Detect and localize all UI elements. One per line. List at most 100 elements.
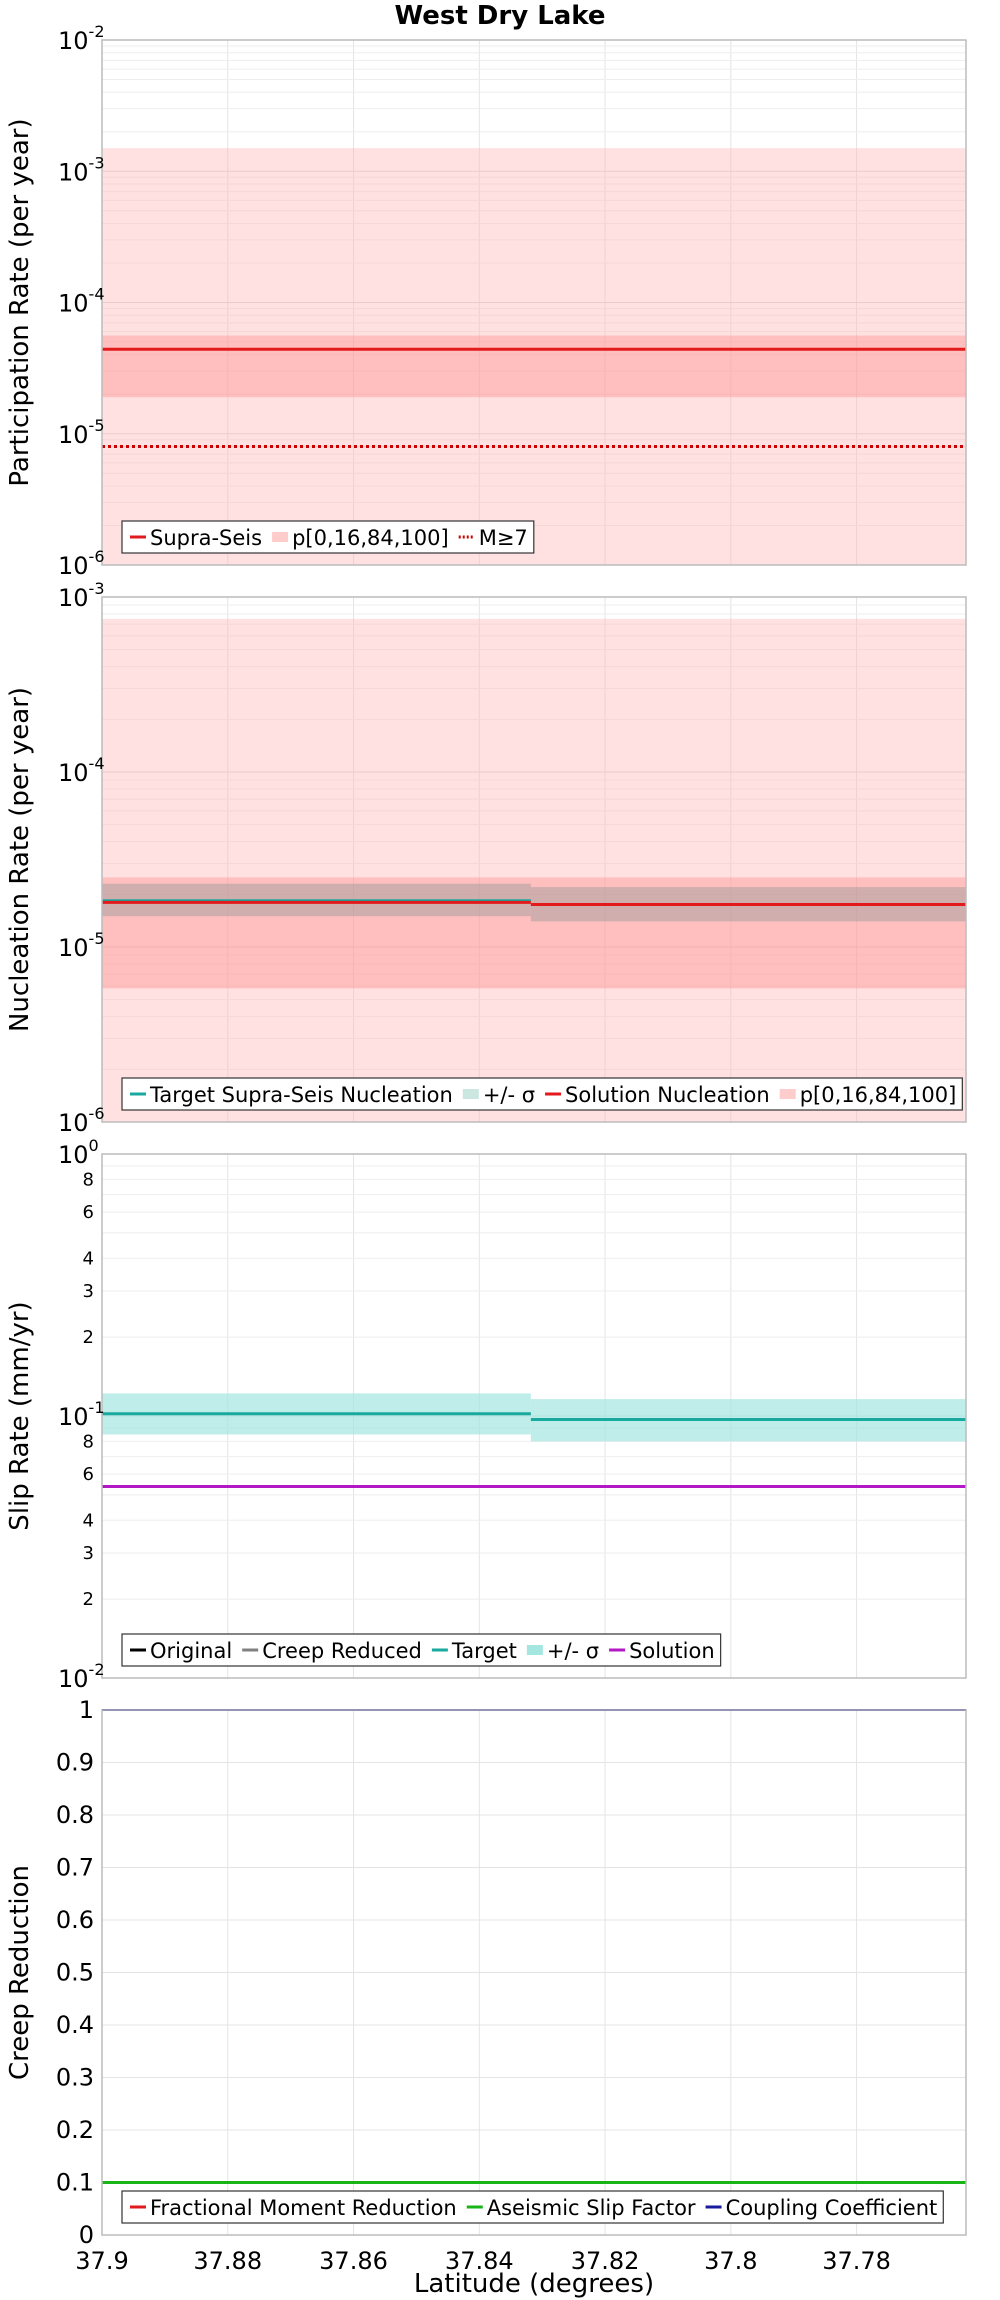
y-tick-label: 10-3 <box>58 153 105 186</box>
y-tick-label: 10-1 <box>58 1398 105 1431</box>
legend-swatch <box>272 532 289 542</box>
uncertainty-band <box>102 877 966 989</box>
legend-label: Solution <box>629 1639 715 1663</box>
y-minor-tick-label: 2 <box>83 1327 94 1348</box>
legend-label: Original <box>150 1639 232 1663</box>
legend-label: Target Supra-Seis Nucleation <box>149 1083 453 1107</box>
legend-label: Supra-Seis <box>150 526 262 550</box>
legend: Target Supra-Seis Nucleation +/- σ Solutio… <box>121 1077 963 1111</box>
y-tick-base: 10 <box>58 27 89 55</box>
y-tick-base: 10 <box>58 1109 89 1137</box>
x-tick-label: 37.88 <box>193 2247 262 2275</box>
legend: Original Creep Reduced Target +/- σ Solution <box>121 1633 722 1667</box>
y-tick-exponent: -3 <box>89 153 105 172</box>
y-axis-label: Nucleation Rate (per year) <box>5 687 35 1032</box>
x-axis-label: Latitude (degrees) <box>414 2269 654 2299</box>
legend-label: Coupling Coefficient <box>726 2196 938 2220</box>
uncertainty-band <box>102 335 966 398</box>
legend-label: Fractional Moment Reduction <box>150 2196 457 2220</box>
y-tick-exponent: -3 <box>89 579 105 598</box>
y-tick-exponent: -5 <box>89 416 105 435</box>
plot-frame <box>101 596 967 1123</box>
plot-frame <box>101 1709 967 2236</box>
legend: Supra-Seis p[0,16,84,100] M≥7 <box>121 520 535 554</box>
y-tick-label: 10-5 <box>58 929 105 962</box>
y-axis-label: Participation Rate (per year) <box>5 118 35 486</box>
plot-frame <box>101 1153 967 1679</box>
uncertainty-band <box>102 148 966 566</box>
y-tick-base: 10 <box>58 421 89 449</box>
y-tick-label: 0.6 <box>56 1906 94 1934</box>
chart-title: West Dry Lake <box>394 1 605 31</box>
legend-label: +/- σ <box>547 1639 599 1663</box>
y-tick-label: 0 <box>79 2221 94 2249</box>
legend-swatch <box>779 1089 796 1099</box>
plot-frame <box>101 39 967 566</box>
y-tick-exponent: 0 <box>89 1136 99 1155</box>
y-tick-base: 10 <box>58 1665 89 1693</box>
y-tick-label: 10-2 <box>58 22 105 55</box>
legend-box <box>121 2190 944 2224</box>
y-tick-exponent: -5 <box>89 929 105 948</box>
uncertainty-band <box>102 618 966 1122</box>
y-tick-label: 10-3 <box>58 579 105 612</box>
plot-area <box>102 597 966 1122</box>
y-tick-label: 0.5 <box>56 1959 94 1987</box>
y-tick-label: 10-5 <box>58 416 105 449</box>
legend-swatch <box>526 1645 543 1655</box>
y-tick-label: 10-4 <box>58 754 105 787</box>
y-tick-base: 10 <box>58 934 89 962</box>
y-tick-exponent: -2 <box>89 1660 105 1679</box>
y-minor-tick-label: 6 <box>83 1464 94 1485</box>
legend-label: +/- σ <box>483 1083 535 1107</box>
legend: Fractional Moment Reduction Aseismic Slip… <box>121 2190 944 2224</box>
y-tick-label: 10-2 <box>58 1660 105 1693</box>
x-tick-label: 37.86 <box>319 2247 388 2275</box>
y-tick-label: 0.1 <box>56 2169 94 2197</box>
legend-label: Solution Nucleation <box>565 1083 770 1107</box>
y-tick-base: 10 <box>58 290 89 318</box>
x-tick-label: 37.84 <box>445 2247 514 2275</box>
y-tick-label: 10-6 <box>58 1104 105 1137</box>
y-tick-exponent: -6 <box>89 547 105 566</box>
y-tick-base: 10 <box>58 1403 89 1431</box>
legend-label: p[0,16,84,100] <box>292 526 449 550</box>
y-tick-label: 0.4 <box>56 2011 94 2039</box>
y-tick-base: 10 <box>58 584 89 612</box>
x-tick-label: 37.8 <box>704 2247 757 2275</box>
y-minor-tick-label: 8 <box>83 1431 94 1452</box>
y-tick-label: 100 <box>58 1136 99 1169</box>
panel-creep: 0 0.1 0.2 0.3 0.4 0.5 0.6 0.7 0.8 0.9 1 Creep Reduc… <box>5 1696 967 2275</box>
y-minor-tick-label: 4 <box>83 1510 94 1531</box>
y-axis-label: Slip Rate (mm/yr) <box>5 1301 35 1530</box>
legend-swatch <box>462 1089 479 1099</box>
y-tick-exponent: -1 <box>89 1398 105 1417</box>
y-minor-tick-label: 4 <box>83 1248 94 1269</box>
y-minor-tick-label: 3 <box>83 1281 94 1302</box>
legend-box <box>121 520 535 554</box>
x-tick-label: 37.78 <box>822 2247 891 2275</box>
y-tick-base: 10 <box>58 1141 89 1169</box>
y-tick-label: 10-6 <box>58 547 105 580</box>
legend-box <box>121 1077 963 1111</box>
y-tick-label: 0.8 <box>56 1801 94 1829</box>
y-tick-label: 0.2 <box>56 2116 94 2144</box>
y-axis-label: Creep Reduction <box>5 1865 35 2080</box>
y-tick-label: 10-4 <box>58 285 105 318</box>
y-tick-exponent: -4 <box>89 754 105 773</box>
y-tick-base: 10 <box>58 158 89 186</box>
x-tick-label: 37.9 <box>75 2247 128 2275</box>
y-tick-base: 10 <box>58 552 89 580</box>
legend-label: Creep Reduced <box>262 1639 422 1663</box>
y-minor-tick-label: 8 <box>83 1169 94 1190</box>
y-tick-label: 0.3 <box>56 2064 94 2092</box>
y-minor-tick-label: 6 <box>83 1202 94 1223</box>
y-tick-label: 0.9 <box>56 1749 94 1777</box>
y-minor-tick-label: 3 <box>83 1543 94 1564</box>
x-tick-label: 37.82 <box>571 2247 640 2275</box>
